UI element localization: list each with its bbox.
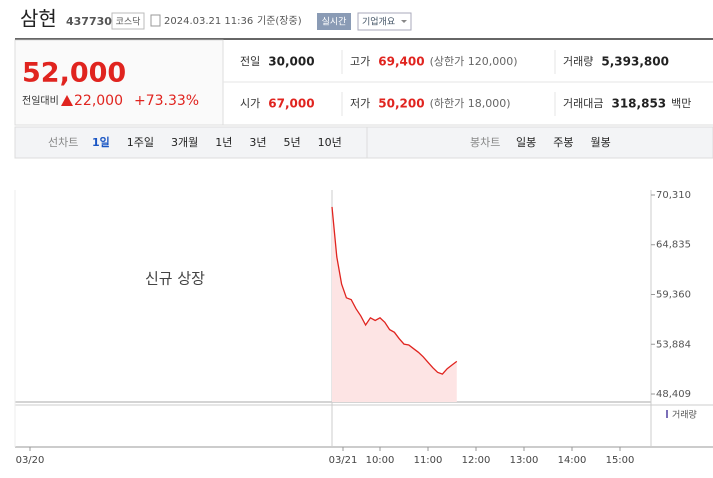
stat-value: 30,000 (268, 55, 314, 69)
x-tick-label: 15:00 (606, 455, 635, 466)
candle-tab[interactable]: 월봉 (591, 136, 611, 149)
stat-label: 거래량 (563, 55, 593, 68)
stat-label: 저가 (350, 97, 370, 110)
y-tick-label: 70,310 (656, 190, 691, 201)
stat-value: 5,393,800 (601, 55, 669, 69)
x-tick-label: 11:00 (414, 455, 443, 466)
candle-tab[interactable]: 일봉 (516, 135, 536, 149)
change: 22,000 (74, 93, 123, 109)
period-tab[interactable]: 3개월 (171, 136, 198, 149)
stat-value: 318,853 (611, 97, 666, 111)
stock-code: 437730 (66, 15, 112, 28)
y-tick-label: 59,360 (656, 290, 691, 301)
x-tick-label: 03/21 (329, 455, 358, 466)
volume-legend: 거래량 (672, 409, 697, 421)
stat-label: 거래대금 (563, 97, 603, 110)
line-chart-label: 선차트 (48, 136, 78, 149)
realtime-btn[interactable] (317, 13, 351, 30)
candle-chart-label: 봉차트 (470, 136, 500, 149)
stock-name: 삼현 (20, 7, 57, 31)
stat-note: (하한가 18,000) (430, 96, 511, 110)
calendar-icon (150, 14, 161, 27)
company-btn[interactable] (357, 12, 412, 31)
stat-unit: 백만 (671, 97, 691, 110)
y-tick-label: 53,884 (656, 339, 691, 350)
stat-value: 69,400 (378, 55, 424, 69)
change-label: 전일대비 (22, 95, 59, 107)
stat-label: 전일 (240, 54, 260, 68)
price-line (331, 206, 458, 375)
up-arrow (61, 95, 73, 106)
datetime: 2024.03.21 11:36 (164, 16, 253, 27)
x-tick-label: 03/20 (16, 455, 45, 466)
x-tick-label: 14:00 (558, 455, 587, 466)
basis: 기준(장중) (257, 15, 302, 27)
dropdown-icon (401, 20, 407, 23)
period-tab[interactable]: 3년 (249, 136, 266, 149)
rate: +73.33% (134, 93, 199, 109)
market-badge (111, 12, 145, 30)
period-tab[interactable]: 1년 (215, 136, 232, 149)
period-tab[interactable]: 5년 (284, 136, 301, 149)
stat-label: 고가 (350, 55, 370, 68)
tab-bar (14, 126, 713, 159)
market: 코스닥 (116, 17, 141, 28)
stat-note: (상한가 120,000) (430, 55, 518, 68)
stat-label: 시가 (240, 97, 260, 110)
period-tab[interactable]: 1주일 (127, 135, 154, 149)
y-tick-label: 48,409 (656, 389, 691, 400)
stat-value: 67,000 (268, 97, 314, 111)
company[interactable]: 기업개요 (362, 17, 395, 28)
current-price: 52,000 (22, 58, 126, 89)
x-tick-label: 13:00 (510, 455, 539, 466)
y-tick-label: 64,835 (656, 240, 691, 251)
x-tick-label: 10:00 (366, 455, 395, 466)
period-tab[interactable]: 1일 (92, 135, 110, 149)
stat-value: 50,200 (378, 97, 424, 111)
annotation: 신규 상장 (145, 270, 205, 288)
volume-legend-icon (666, 410, 668, 418)
price-area (332, 206, 457, 402)
candle-tab[interactable]: 주봉 (553, 136, 573, 149)
realtime[interactable]: 실시간 (322, 17, 347, 28)
x-tick-label: 12:00 (462, 455, 491, 466)
period-tab[interactable]: 10년 (318, 136, 342, 149)
